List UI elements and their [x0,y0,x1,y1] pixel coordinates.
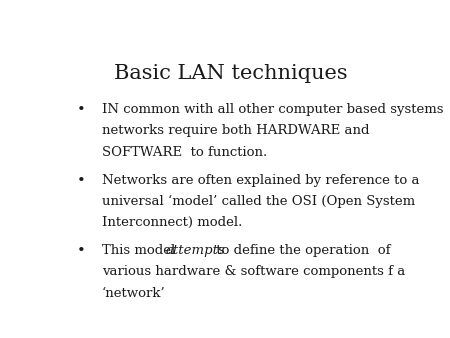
Text: SOFTWARE  to function.: SOFTWARE to function. [102,146,267,159]
Text: •: • [76,173,85,188]
Text: Networks are often explained by reference to a: Networks are often explained by referenc… [102,173,419,187]
Text: IN common with all other computer based systems: IN common with all other computer based … [102,103,443,116]
Text: various hardware & software components f a: various hardware & software components f… [102,265,405,279]
Text: universal ‘model’ called the OSI (Open System: universal ‘model’ called the OSI (Open S… [102,195,415,208]
Text: •: • [76,244,85,258]
Text: •: • [76,103,85,117]
Text: ‘network’: ‘network’ [102,287,165,300]
Text: to define the operation  of: to define the operation of [212,244,391,257]
Text: Basic LAN techniques: Basic LAN techniques [114,64,347,83]
Text: networks require both HARDWARE and: networks require both HARDWARE and [102,124,369,137]
Text: This model: This model [102,244,179,257]
Text: Interconnect) model.: Interconnect) model. [102,216,242,229]
Text: attempts: attempts [166,244,225,257]
